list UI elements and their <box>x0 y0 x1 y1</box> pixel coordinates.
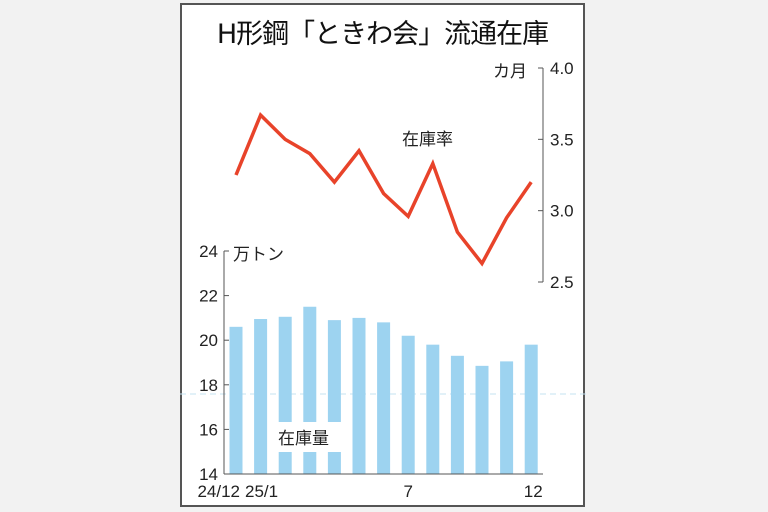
right-tick-label: 3.0 <box>550 202 574 221</box>
bar-9 <box>450 355 464 474</box>
left-tick-label: 24 <box>199 242 218 261</box>
bar-5 <box>352 317 366 474</box>
right-tick-label: 2.5 <box>550 273 574 292</box>
left-tick-label: 16 <box>199 420 218 439</box>
bar-24/12 <box>229 326 243 474</box>
bar-11 <box>500 361 514 474</box>
left-axis-unit: 万トン <box>233 245 284 265</box>
left-tick-label: 20 <box>199 331 218 350</box>
line-inventory-ratio <box>234 112 533 267</box>
bar-label-background <box>272 422 344 452</box>
left-tick-label: 22 <box>199 287 218 306</box>
right-axis-unit: カ月 <box>493 62 527 82</box>
bar-10 <box>475 365 489 474</box>
x-tick-label: 7 <box>403 482 412 501</box>
left-tick-label: 14 <box>199 465 218 484</box>
series-label-ratio: 在庫率 <box>402 130 453 150</box>
right-tick-label: 4.0 <box>550 59 574 78</box>
bar-6 <box>377 322 391 474</box>
x-tick-label: 25/1 <box>245 482 278 501</box>
left-tick-label: 18 <box>199 376 218 395</box>
bar-7 <box>401 335 415 474</box>
bar-8 <box>426 344 440 474</box>
bar-25/1 <box>254 319 268 474</box>
right-tick-label: 3.5 <box>550 130 574 149</box>
series-label-inventory: 在庫量 <box>278 429 329 449</box>
bar-12 <box>524 344 538 474</box>
chart-title: H形鋼「ときわ会」流通在庫 <box>216 19 549 50</box>
x-tick-label: 12 <box>524 482 543 501</box>
x-tick-label: 24/12 <box>197 482 240 501</box>
